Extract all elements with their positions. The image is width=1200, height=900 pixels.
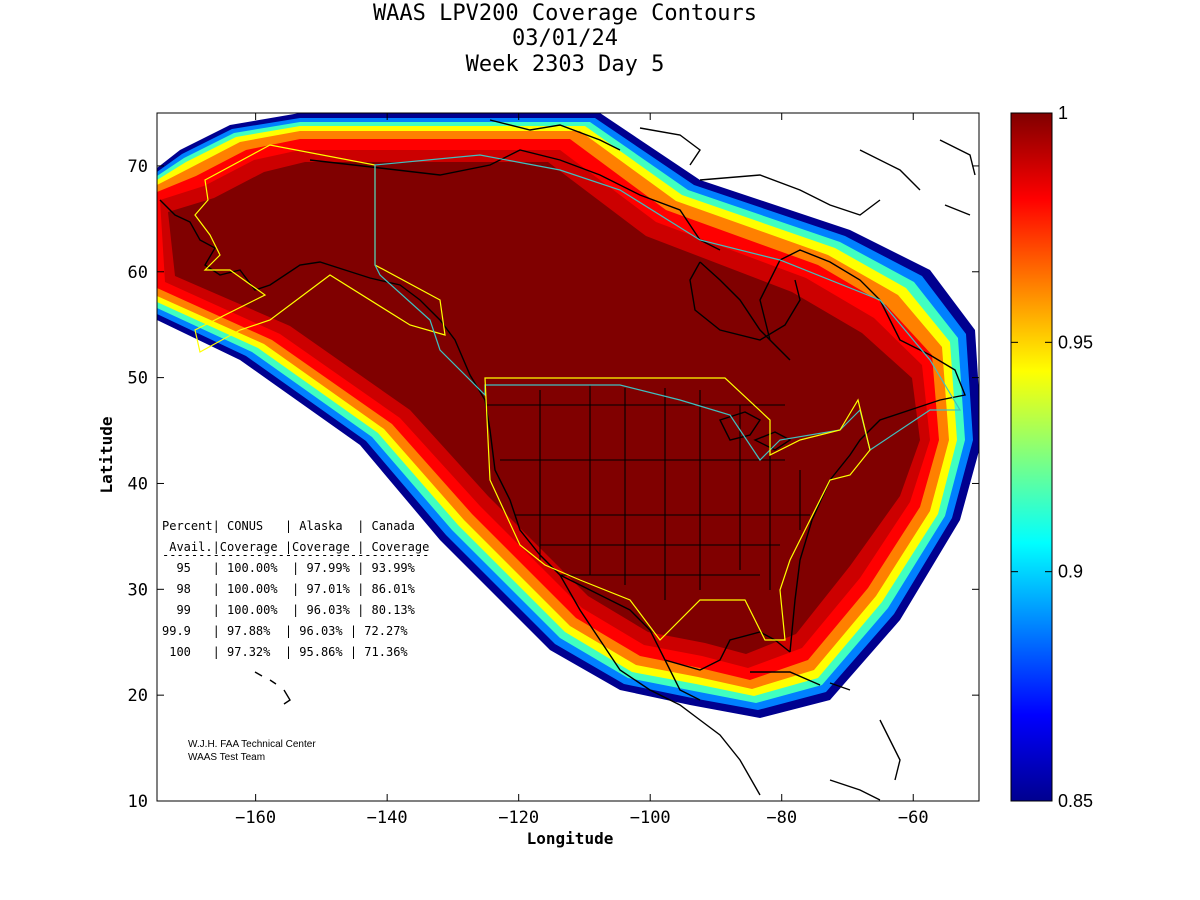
alaska-boundary — [194, 144, 446, 353]
y-axis-ticks: 10 20 30 40 50 60 70 — [128, 157, 979, 812]
coastline-hawaii — [254, 671, 291, 705]
table-header-line-2: Avail.|Coverage |Coverage | Coverage — [162, 540, 429, 554]
coastline-hudson-bay — [689, 261, 801, 341]
x-axis-label: Longitude — [527, 829, 614, 848]
x-tick-label: −160 — [235, 808, 276, 828]
table-row-99: 99 | 100.00% | 96.03% | 80.13% — [162, 603, 416, 617]
chart-title-line-1: WAAS LPV200 Coverage Contours — [373, 1, 757, 26]
table-row-95: 95 | 100.00% | 97.99% | 93.99% — [162, 561, 416, 575]
y-tick-label: 70 — [128, 157, 148, 177]
coverage-band-100 — [168, 162, 920, 654]
conus-state-grid — [485, 385, 810, 600]
table-row-100: 100 | 97.32% | 95.86% | 71.36% — [162, 645, 408, 659]
table-rule: ------------------------------------- — [162, 548, 429, 562]
coastline-arctic — [309, 149, 721, 251]
credit-line-2: WAAS Test Team — [188, 752, 265, 763]
coverage-contours — [157, 113, 979, 718]
conus-boundary — [484, 377, 871, 641]
state-borders — [485, 385, 810, 600]
y-tick-label: 30 — [128, 580, 148, 600]
coastline-east — [699, 249, 966, 653]
x-tick-label: −140 — [367, 808, 408, 828]
table-row-99-9: 99.9 | 97.88% | 96.03% | 72.27% — [162, 624, 408, 638]
coastline-caribbean — [750, 671, 901, 801]
y-axis-label: Latitude — [97, 416, 116, 493]
colorbar-gradient — [1010, 112, 1053, 802]
colorbar-tick-label: 1 — [1058, 103, 1068, 123]
x-axis-ticks: −160 −140 −120 −100 −80 −60 — [235, 113, 929, 828]
x-tick-label: −120 — [498, 808, 539, 828]
y-tick-label: 60 — [128, 263, 148, 283]
colorbar: 0.85 0.9 0.95 1 — [1010, 103, 1093, 811]
y-tick-label: 10 — [128, 792, 148, 812]
y-tick-label: 20 — [128, 686, 148, 706]
y-tick-label: 40 — [128, 474, 148, 494]
x-tick-label: −100 — [630, 808, 671, 828]
x-tick-label: −80 — [766, 808, 797, 828]
colorbar-ticks: 0.85 0.9 0.95 1 — [1011, 103, 1093, 811]
great-lakes — [719, 411, 792, 451]
table-header-line-1: Percent| CONUS | Alaska | Canada — [162, 519, 415, 533]
colorbar-tick-label: 0.85 — [1058, 791, 1093, 811]
x-tick-label: −60 — [898, 808, 929, 828]
coastlines — [159, 119, 976, 801]
coastline-arctic-islands — [489, 119, 976, 216]
plot-frame — [156, 112, 980, 802]
table-row-98: 98 | 100.00% | 97.01% | 86.01% — [162, 582, 416, 596]
coastline-mexico — [559, 574, 761, 796]
chart-title-line-3: Week 2303 Day 5 — [466, 52, 665, 77]
plot-area: −160 −140 −120 −100 −80 −60 10 20 30 40 50 60 70 Pe… — [128, 112, 980, 828]
colorbar-tick-label: 0.9 — [1058, 562, 1083, 582]
colorbar-tick-label: 0.95 — [1058, 332, 1093, 352]
region-boundaries — [194, 144, 962, 641]
y-tick-label: 50 — [128, 369, 148, 389]
credit-line-1: W.J.H. FAA Technical Center — [188, 739, 316, 750]
chart-title-line-2: 03/01/24 — [512, 26, 618, 51]
coverage-table: Percent| CONUS | Alaska | Canada Avail.|… — [162, 519, 429, 659]
